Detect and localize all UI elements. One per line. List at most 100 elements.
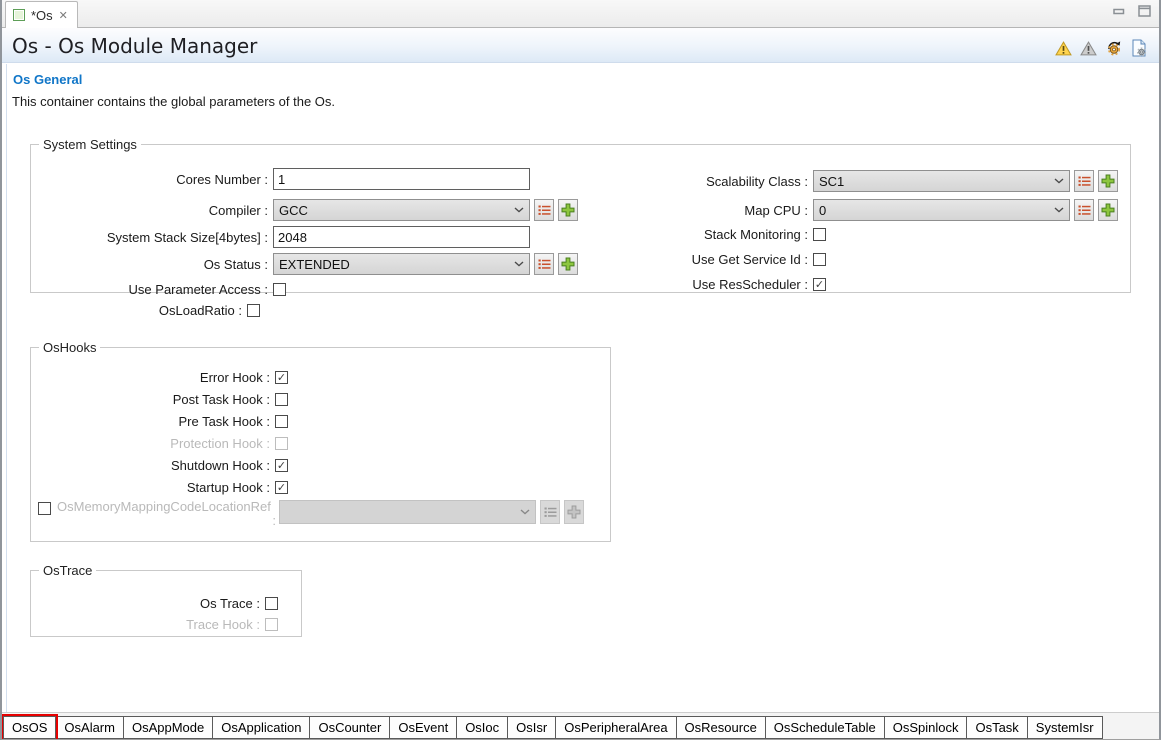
bottom-tab-osos[interactable]: OsOS — [0, 714, 59, 740]
bottom-tab-oscounter[interactable]: OsCounter — [309, 716, 391, 739]
document-settings-icon[interactable] — [1131, 39, 1147, 57]
bottom-tab-systemisr[interactable]: SystemIsr — [1026, 716, 1103, 739]
section-description: This container contains the global param… — [12, 94, 336, 109]
error-hook-checkbox[interactable]: ✓ — [275, 370, 288, 384]
sync-gear-icon[interactable] — [1105, 39, 1123, 57]
list-button[interactable] — [1074, 170, 1094, 192]
os-load-ratio-row: OsLoadRatio : — [30, 299, 260, 321]
bottom-tab-osresource[interactable]: OsResource — [675, 716, 766, 739]
editor-tab-os[interactable]: *Os ✕ — [5, 1, 78, 28]
group-legend: System Settings — [43, 137, 137, 152]
field-label: Os Status : — [203, 256, 268, 272]
stack-monitoring-checkbox[interactable] — [813, 227, 826, 241]
plus-icon — [1101, 174, 1115, 188]
plus-icon — [561, 257, 575, 271]
post-task-hook-checkbox[interactable] — [275, 392, 288, 406]
field-label: Error Hook : — [199, 369, 270, 385]
add-button[interactable] — [1098, 170, 1118, 192]
warning-gray-icon[interactable] — [1080, 41, 1097, 56]
use-get-service-id-row: Use Get Service Id : — [576, 248, 826, 270]
field-label: Os Trace : — [200, 595, 260, 611]
bottom-tab-osappmode[interactable]: OsAppMode — [122, 716, 214, 739]
plus-icon — [1101, 203, 1115, 217]
chevron-down-icon — [1054, 178, 1064, 184]
error-hook-row: Error Hook : ✓ — [34, 366, 288, 388]
maximize-icon[interactable] — [1138, 5, 1151, 17]
bottom-tab-osspinlock[interactable]: OsSpinlock — [883, 716, 968, 739]
banner-toolbar — [1055, 39, 1147, 57]
add-button[interactable] — [558, 253, 578, 275]
editor-tab-bar: *Os ✕ — [0, 0, 1161, 28]
scalability-class-dropdown[interactable]: SC1 — [813, 170, 1070, 192]
list-button — [540, 500, 560, 524]
page-title: Os - Os Module Manager — [12, 34, 258, 58]
close-icon[interactable]: ✕ — [58, 8, 68, 22]
os-trace-group: OsTrace Os Trace : Trace Hook : — [30, 563, 302, 637]
field-label: Post Task Hook : — [172, 391, 270, 407]
field-label: Shutdown Hook : — [170, 457, 270, 473]
plus-icon — [567, 505, 581, 519]
cores-number-row: Cores Number : — [34, 168, 530, 190]
compiler-row: Compiler : GCC — [34, 199, 578, 221]
post-task-hook-row: Post Task Hook : — [34, 388, 288, 410]
list-button[interactable] — [1074, 199, 1094, 221]
dropdown-value: GCC — [279, 202, 308, 218]
add-button[interactable] — [558, 199, 578, 221]
bottom-tab-osapplication[interactable]: OsApplication — [212, 716, 311, 739]
minimize-icon[interactable] — [1113, 6, 1125, 16]
os-load-ratio-checkbox[interactable] — [247, 303, 260, 317]
cores-number-input[interactable] — [273, 168, 530, 190]
os-status-row: Os Status : EXTENDED — [34, 253, 578, 275]
chevron-down-icon — [1054, 207, 1064, 213]
pre-task-hook-checkbox[interactable] — [275, 414, 288, 428]
warning-yellow-icon[interactable] — [1055, 41, 1072, 56]
use-resscheduler-checkbox[interactable]: ✓ — [813, 277, 826, 291]
list-icon — [538, 258, 551, 270]
map-cpu-row: Map CPU : 0 — [576, 199, 1118, 221]
chevron-down-icon — [514, 207, 524, 213]
editor-tab-label: *Os — [31, 7, 53, 23]
pre-task-hook-row: Pre Task Hook : — [34, 410, 288, 432]
protection-hook-row: Protection Hook : — [34, 432, 288, 454]
stack-size-input[interactable] — [273, 226, 530, 248]
bottom-tab-osioc[interactable]: OsIoc — [456, 716, 509, 739]
memmap-label-text: OsMemoryMappingCodeLocationRef — [57, 499, 271, 514]
bottom-tab-osalarm[interactable]: OsAlarm — [55, 716, 124, 739]
field-label: Use Get Service Id : — [691, 251, 808, 267]
map-cpu-dropdown[interactable]: 0 — [813, 199, 1070, 221]
field-label: Startup Hook : — [186, 479, 270, 495]
bottom-tab-osisr[interactable]: OsIsr — [507, 716, 557, 739]
memory-mapping-dropdown — [279, 500, 536, 524]
shutdown-hook-checkbox[interactable]: ✓ — [275, 458, 288, 472]
use-parameter-access-checkbox[interactable] — [273, 282, 286, 296]
add-button[interactable] — [1098, 199, 1118, 221]
dropdown-value: SC1 — [819, 173, 845, 189]
dropdown-value: EXTENDED — [279, 256, 350, 272]
use-parameter-access-row: Use Parameter Access : — [34, 278, 286, 300]
memmap-label-colon: : — [272, 513, 276, 528]
list-button[interactable] — [534, 253, 554, 275]
compiler-dropdown[interactable]: GCC — [273, 199, 530, 221]
bottom-tab-osscheduletable[interactable]: OsScheduleTable — [764, 716, 885, 739]
memory-mapping-enable-checkbox[interactable] — [38, 502, 51, 515]
field-label: Trace Hook : — [186, 616, 260, 632]
list-button[interactable] — [534, 199, 554, 221]
group-legend: OsTrace — [43, 563, 93, 578]
bottom-tab-osperipheralarea[interactable]: OsPeripheralArea — [555, 716, 677, 739]
memory-mapping-row: OsMemoryMappingCodeLocationRef : — [34, 499, 607, 535]
use-get-service-id-checkbox[interactable] — [813, 252, 826, 266]
group-legend: OsHooks — [43, 340, 97, 355]
field-label: Protection Hook : — [170, 435, 270, 451]
bottom-tab-ostask[interactable]: OsTask — [966, 716, 1028, 739]
stack-size-row: System Stack Size[4bytes] : — [34, 226, 530, 248]
os-trace-row: Os Trace : — [34, 592, 278, 614]
bottom-tab-osevent[interactable]: OsEvent — [389, 716, 458, 739]
field-label: Stack Monitoring : — [703, 226, 808, 242]
field-label: Cores Number : — [176, 171, 268, 187]
os-status-dropdown[interactable]: EXTENDED — [273, 253, 530, 275]
startup-hook-row: Startup Hook : ✓ — [34, 476, 288, 498]
list-icon — [544, 506, 557, 518]
os-trace-checkbox[interactable] — [265, 596, 278, 610]
field-label: OsMemoryMappingCodeLocationRef : — [57, 499, 279, 528]
startup-hook-checkbox[interactable]: ✓ — [275, 480, 288, 494]
